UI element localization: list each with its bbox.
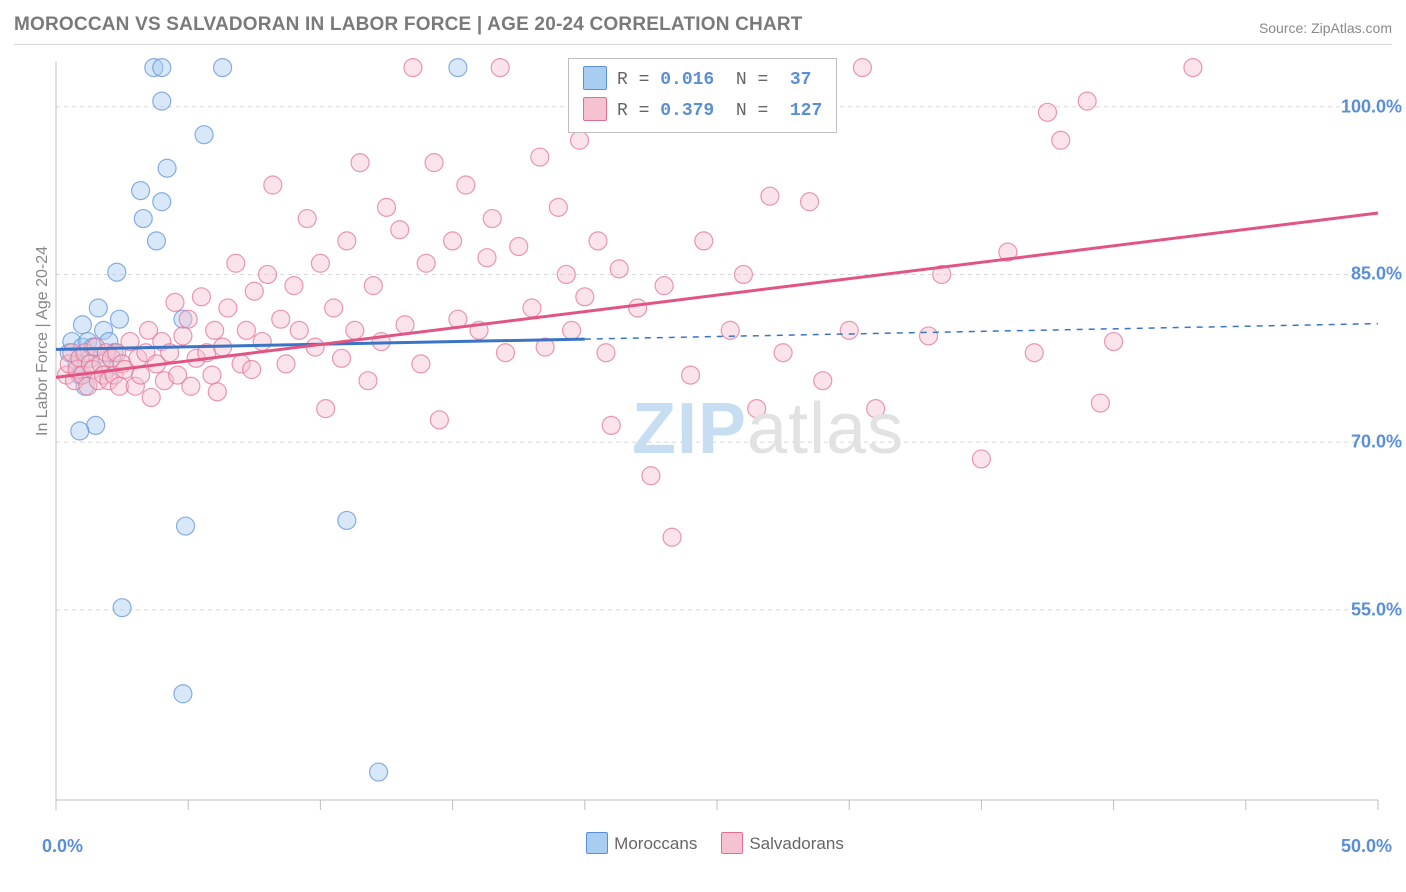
source-label: Source: ZipAtlas.com — [1259, 20, 1392, 36]
corr-legend-row: R = 0.379 N = 127 — [583, 96, 822, 127]
legend-swatch — [583, 97, 607, 121]
legend-label: Salvadorans — [749, 834, 844, 853]
chart-title: MOROCCAN VS SALVADORAN IN LABOR FORCE | … — [14, 14, 803, 36]
y-tick-label: 85.0% — [1351, 264, 1402, 285]
bottom-legend: Moroccans Salvadorans — [0, 832, 1406, 854]
plot-area: In Labor Force | Age 20-24 ZIPatlas — [42, 56, 1392, 816]
correlation-legend: R = 0.016 N = 37R = 0.379 N = 127 — [568, 58, 837, 133]
y-tick-label: 55.0% — [1351, 599, 1402, 620]
corr-legend-row: R = 0.016 N = 37 — [583, 65, 822, 96]
y-tick-label: 70.0% — [1351, 432, 1402, 453]
legend-swatch — [721, 832, 743, 854]
legend-label: Moroccans — [614, 834, 697, 853]
legend-swatch — [586, 832, 608, 854]
scatter-svg — [42, 56, 1392, 816]
y-tick-label: 100.0% — [1341, 96, 1402, 117]
legend-swatch — [583, 66, 607, 90]
